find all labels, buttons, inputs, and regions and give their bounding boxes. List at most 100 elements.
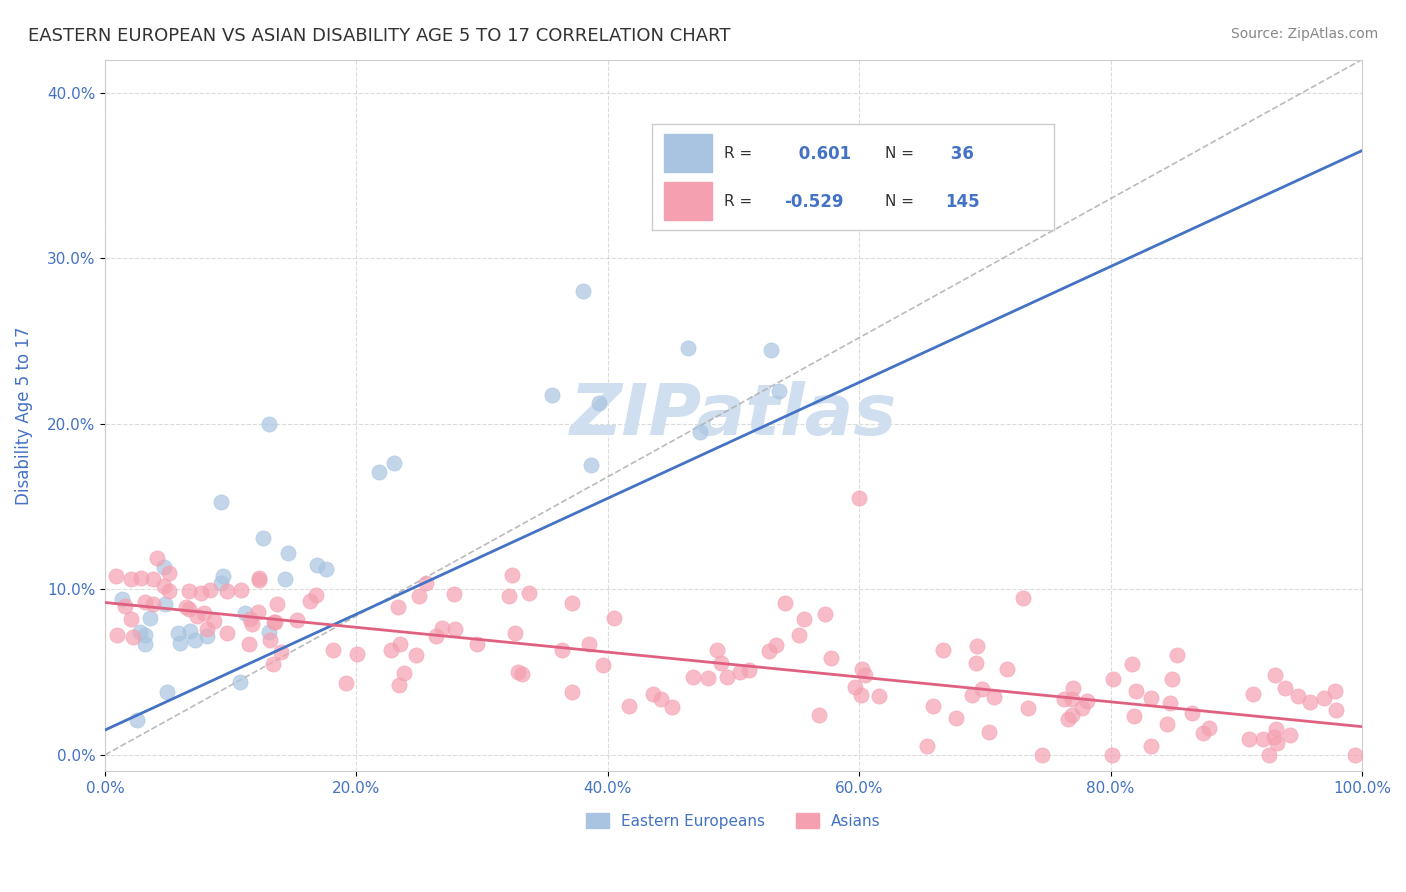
Point [285, 613, 308, 627]
Point [738, 663, 761, 677]
Point [195, 629, 218, 643]
Point [1071, 701, 1094, 715]
Point [257, 417, 280, 431]
Text: Source: ZipAtlas.com: Source: ZipAtlas.com [1230, 27, 1378, 41]
Point [193, 606, 215, 620]
Text: EASTERN EUROPEAN VS ASIAN DISABILITY AGE 5 TO 17 CORRELATION CHART: EASTERN EUROPEAN VS ASIAN DISABILITY AGE… [28, 27, 731, 45]
Point [315, 562, 337, 576]
Point [405, 648, 427, 663]
Point [1156, 716, 1178, 731]
Point [425, 629, 447, 643]
Point [231, 583, 253, 598]
Point [1121, 657, 1143, 671]
Point [793, 612, 815, 626]
Point [247, 573, 270, 587]
Point [1159, 696, 1181, 710]
Point [510, 666, 533, 681]
Point [252, 531, 274, 545]
Point [678, 341, 700, 355]
Point [125, 713, 148, 727]
Point [1323, 684, 1346, 698]
Point [1278, 728, 1301, 742]
Point [807, 708, 830, 723]
Point [1140, 739, 1163, 753]
Point [1274, 681, 1296, 695]
Point [134, 628, 156, 642]
Point [995, 662, 1018, 676]
Point [129, 571, 152, 585]
Point [603, 611, 626, 625]
Point [1243, 687, 1265, 701]
Point [217, 626, 239, 640]
Point [728, 665, 751, 679]
Point [239, 612, 262, 626]
Point [1237, 731, 1260, 746]
Point [157, 566, 180, 580]
Point [322, 643, 344, 657]
Point [498, 589, 520, 603]
Point [1011, 591, 1033, 605]
Point [1264, 722, 1286, 736]
Point [710, 656, 733, 670]
Point [430, 622, 453, 636]
Text: ZIPatlas: ZIPatlas [569, 381, 897, 450]
Point [157, 584, 180, 599]
Point [335, 676, 357, 690]
Point [179, 584, 201, 599]
Point [1263, 668, 1285, 682]
Point [915, 739, 938, 754]
Point [298, 594, 321, 608]
Point [368, 466, 391, 480]
Point [661, 699, 683, 714]
Point [263, 615, 285, 630]
Point [768, 384, 790, 399]
Point [114, 599, 136, 614]
Point [1198, 721, 1220, 735]
Y-axis label: Disability Age 5 to 17: Disability Age 5 to 17 [15, 326, 32, 505]
Point [190, 586, 212, 600]
Point [122, 630, 145, 644]
Point [966, 639, 988, 653]
Point [128, 624, 150, 639]
Point [650, 691, 672, 706]
Point [706, 643, 728, 657]
Point [259, 633, 281, 648]
Point [1060, 692, 1083, 706]
Point [443, 587, 465, 601]
Point [689, 425, 711, 440]
Point [105, 568, 128, 582]
Point [1076, 694, 1098, 708]
Point [716, 670, 738, 684]
Point [120, 572, 142, 586]
Point [1017, 700, 1039, 714]
Point [167, 625, 190, 640]
Point [571, 285, 593, 299]
Point [561, 684, 583, 698]
Point [262, 657, 284, 672]
Point [388, 677, 411, 691]
Point [1313, 690, 1336, 705]
Point [229, 675, 252, 690]
Point [153, 597, 176, 611]
Point [305, 589, 328, 603]
Point [346, 647, 368, 661]
Point [169, 635, 191, 649]
Point [153, 560, 176, 574]
Point [848, 491, 870, 506]
Point [105, 627, 128, 641]
Point [581, 458, 603, 472]
Point [814, 607, 837, 621]
Point [263, 615, 285, 629]
Point [787, 628, 810, 642]
Point [444, 622, 467, 636]
Point [1181, 706, 1204, 720]
Point [972, 681, 994, 696]
Point [134, 637, 156, 651]
Point [1123, 708, 1146, 723]
Point [209, 576, 232, 591]
Point [1192, 725, 1215, 739]
Point [561, 596, 583, 610]
Point [277, 546, 299, 560]
Point [465, 637, 488, 651]
Point [142, 572, 165, 586]
